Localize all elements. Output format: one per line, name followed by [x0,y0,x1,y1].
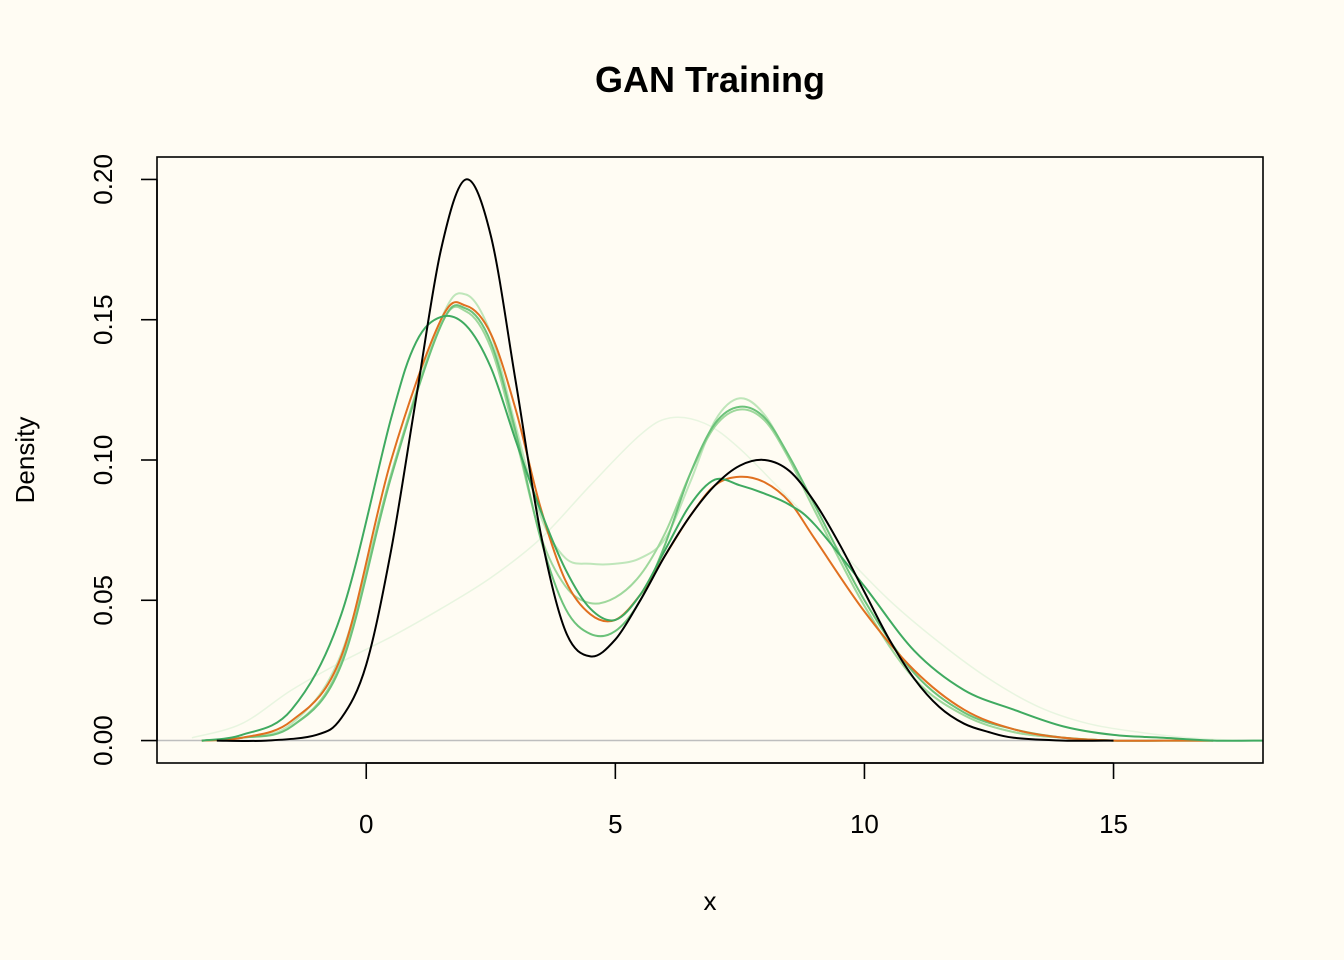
y-tick-label: 0.15 [88,294,118,345]
x-tick-label: 0 [359,809,373,839]
x-axis-label: x [704,886,717,916]
y-tick-label: 0.10 [88,435,118,486]
y-tick-label: 0.20 [88,154,118,205]
x-tick-label: 5 [608,809,622,839]
density-curve-3 [201,305,1214,742]
x-tick-label: 15 [1099,809,1128,839]
density-curve-1 [191,416,1239,742]
density-curve-5 [201,301,1214,742]
density-curve-4 [201,304,1214,742]
density-curve-6 [201,314,1264,742]
y-tick-label: 0.00 [88,715,118,766]
x-axis: 0 5 10 15 [359,762,1128,839]
x-tick-label: 10 [850,809,879,839]
chart-title: GAN Training [595,59,825,100]
y-axis-label: Density [10,417,40,504]
y-axis: 0.00 0.05 0.10 0.15 0.20 [88,154,158,766]
y-tick-label: 0.05 [88,575,118,626]
series-group [191,178,1264,742]
density-curve-2 [201,292,1214,742]
density-curve-7 [216,178,1114,742]
